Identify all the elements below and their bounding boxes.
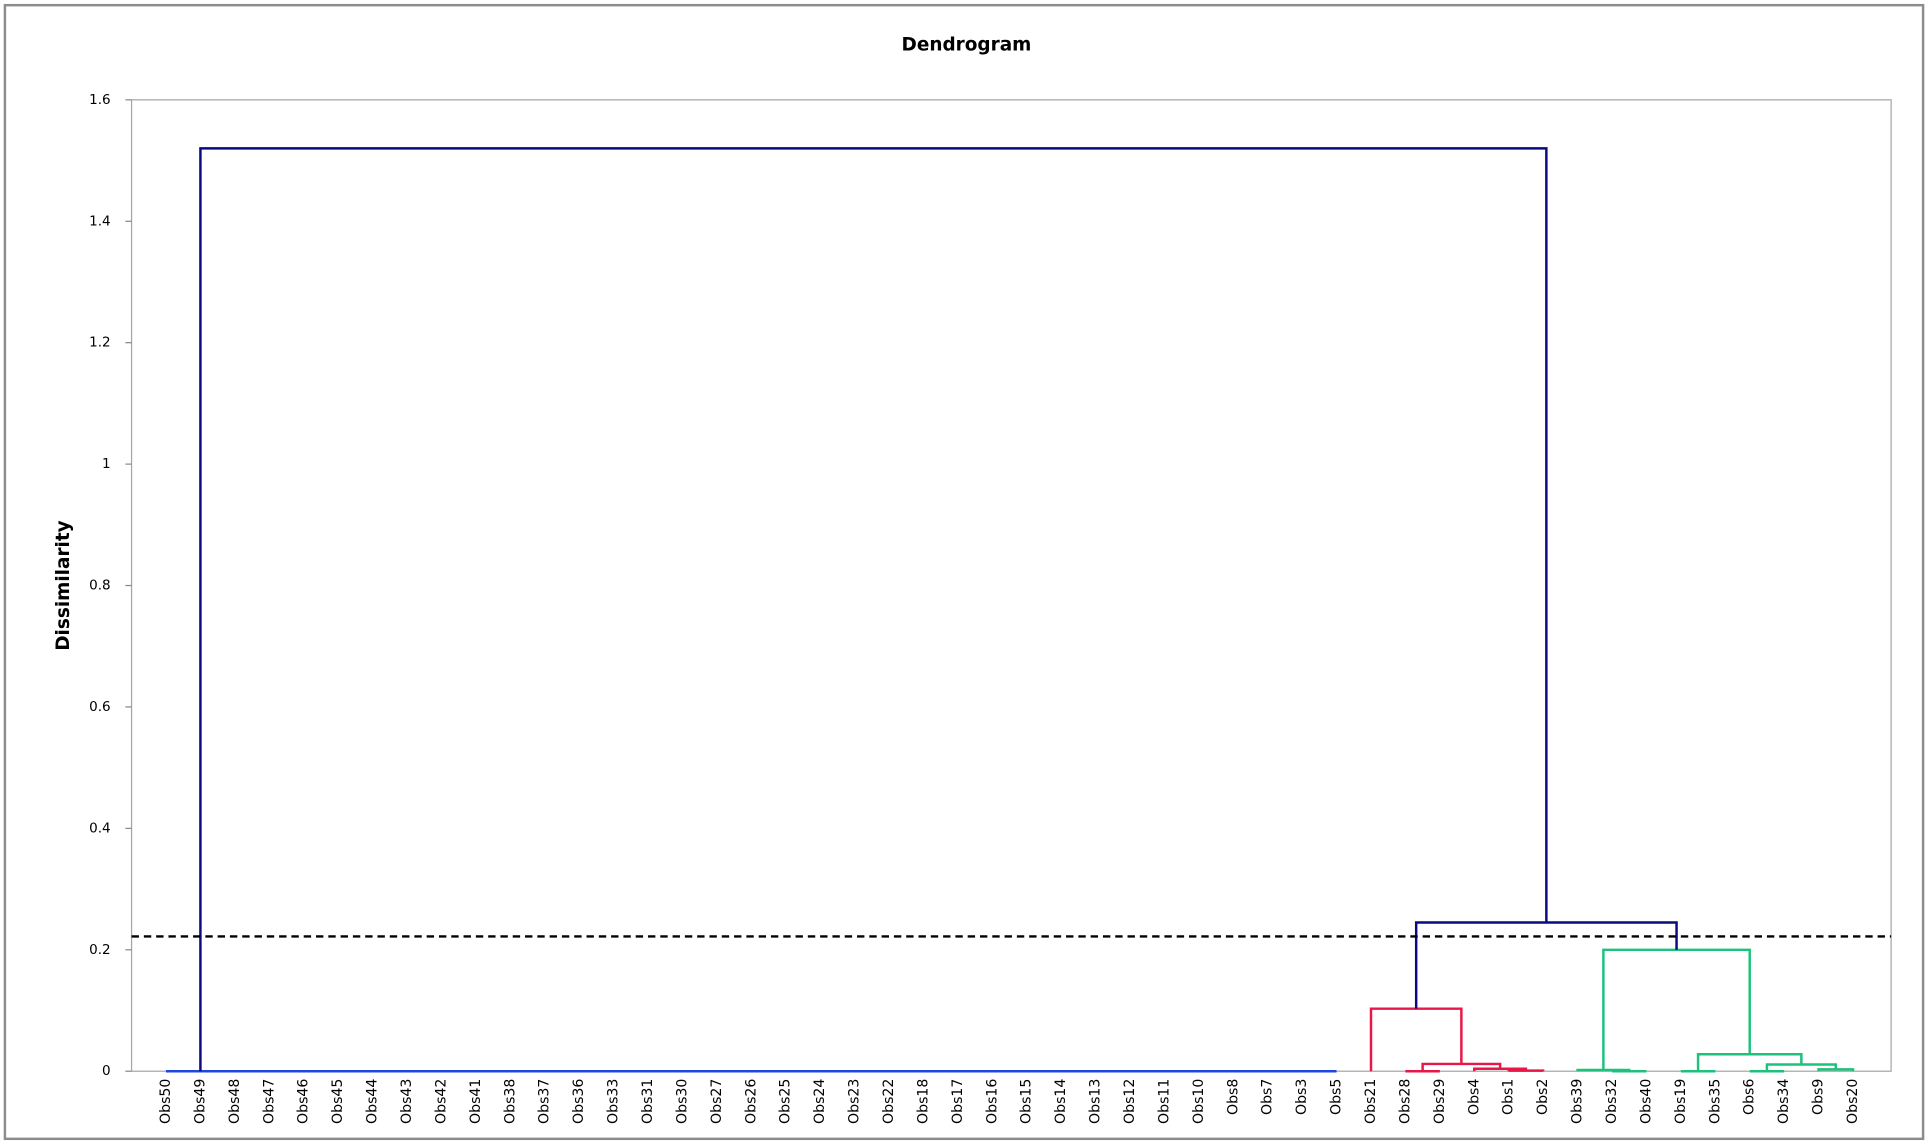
- leaf-label: Obs15: [1019, 1079, 1035, 1124]
- y-tick-label: 0.2: [89, 942, 111, 958]
- leaf-label: Obs27: [709, 1079, 725, 1124]
- merge-link: [1369, 1007, 1463, 1072]
- merge-link: [1817, 1068, 1855, 1072]
- leaf-label: Obs3: [1294, 1079, 1310, 1115]
- leaf-label: Obs18: [915, 1079, 931, 1124]
- leaf-label: Obs17: [950, 1079, 966, 1124]
- leaf-label: Obs36: [571, 1079, 587, 1124]
- leaf-label: Obs42: [433, 1079, 449, 1124]
- merge-link: [1765, 1063, 1838, 1072]
- y-tick-label: 1.6: [89, 92, 111, 108]
- merge-link: [199, 147, 1548, 1072]
- leaf-label: Obs25: [778, 1079, 794, 1124]
- leaf-label: Obs30: [674, 1079, 690, 1124]
- leaf-label: Obs8: [1225, 1079, 1241, 1115]
- leaf-label: Obs43: [399, 1079, 415, 1124]
- leaf-label: Obs6: [1742, 1079, 1758, 1115]
- leaf-label: Obs37: [537, 1079, 553, 1124]
- leaf-label: Obs26: [743, 1079, 759, 1124]
- leaf-label: Obs39: [1570, 1079, 1586, 1124]
- leaf-label: Obs4: [1466, 1079, 1482, 1115]
- leaf-label: Obs9: [1811, 1079, 1827, 1115]
- leaf-label: Obs19: [1673, 1079, 1689, 1124]
- leaf-label: Obs2: [1535, 1079, 1551, 1115]
- leaf-label: Obs7: [1260, 1079, 1276, 1115]
- merge-link: [1507, 1069, 1545, 1072]
- leaf-label: Obs13: [1088, 1079, 1104, 1124]
- y-tick-label: 0.4: [89, 820, 111, 836]
- leaf-label: Obs28: [1397, 1079, 1413, 1124]
- leaf-label: Obs5: [1329, 1079, 1345, 1115]
- leaf-label: Obs47: [261, 1079, 277, 1124]
- leaf-label: Obs35: [1707, 1079, 1723, 1124]
- leaf-label: Obs44: [365, 1079, 381, 1124]
- leaf-label: Obs24: [812, 1079, 828, 1124]
- merge-link: [1576, 1068, 1631, 1072]
- leaf-label: Obs22: [881, 1079, 897, 1124]
- leaf-label: Obs48: [227, 1079, 243, 1124]
- leaf-label: Obs12: [1122, 1079, 1138, 1124]
- leaf-label: Obs14: [1053, 1079, 1069, 1124]
- leaf-label: Obs41: [468, 1079, 484, 1124]
- leaf-label: Obs20: [1845, 1079, 1861, 1124]
- leaf-label: Obs50: [158, 1079, 174, 1124]
- y-tick-label: 0: [102, 1063, 111, 1079]
- leaf-label: Obs10: [1191, 1079, 1207, 1124]
- leaf-label: Obs49: [192, 1079, 208, 1124]
- leaf-label: Obs16: [984, 1079, 1000, 1124]
- y-tick-label: 1.4: [89, 213, 111, 229]
- leaf-label: Obs46: [296, 1079, 312, 1124]
- y-tick-label: 0.8: [89, 578, 111, 594]
- leaf-label: Obs29: [1432, 1079, 1448, 1124]
- leaf-label: Obs31: [640, 1079, 656, 1124]
- y-tick-label: 0.6: [89, 699, 111, 715]
- chart-frame: [3, 3, 1925, 1141]
- leaf-label: Obs1: [1501, 1079, 1517, 1115]
- leaf-label: Obs45: [330, 1079, 346, 1124]
- leaf-label: Obs11: [1156, 1079, 1172, 1124]
- leaf-label: Obs32: [1604, 1079, 1620, 1124]
- leaf-label: Obs38: [502, 1079, 518, 1124]
- leaf-label: Obs21: [1363, 1079, 1379, 1124]
- chart-title: Dendrogram: [902, 35, 1032, 56]
- y-axis-label: Dissimilarity: [53, 520, 74, 650]
- leaf-label: Obs23: [847, 1079, 863, 1124]
- merge-link: [1696, 1052, 1803, 1072]
- leaf-label: Obs34: [1776, 1079, 1792, 1124]
- leaf-label: Obs33: [606, 1079, 622, 1124]
- y-tick-label: 1: [102, 456, 111, 472]
- leaf-label: Obs40: [1638, 1079, 1654, 1124]
- y-tick-label: 1.2: [89, 335, 111, 351]
